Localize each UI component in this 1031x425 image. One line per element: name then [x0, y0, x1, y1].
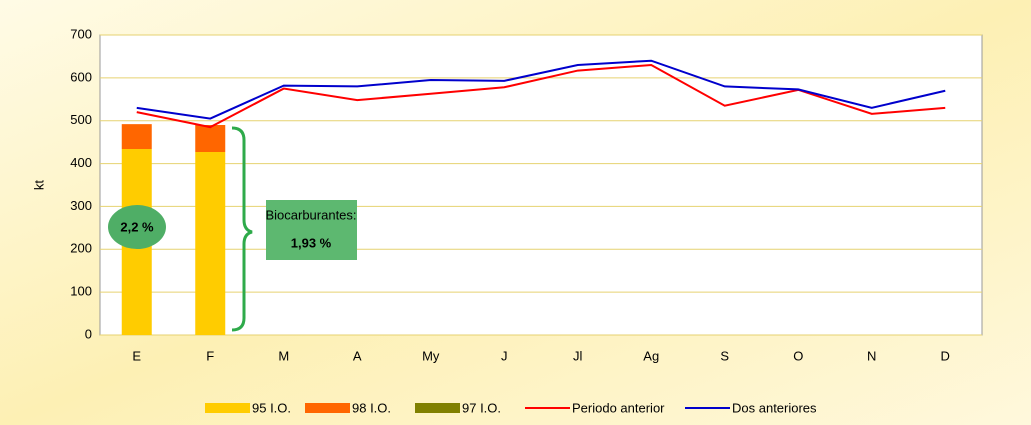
line	[136, 59, 946, 120]
y-tick-label: 600	[70, 69, 92, 84]
bar	[195, 125, 226, 152]
legend-label: 98 I.O.	[352, 400, 391, 415]
legend-swatch	[205, 403, 250, 413]
x-tick-label: N	[867, 348, 876, 363]
x-tick-label: D	[941, 348, 950, 363]
x-tick-label: Ag	[643, 348, 659, 363]
x-tick-label: O	[793, 348, 803, 363]
x-tick-label: M	[278, 348, 289, 363]
legend-label: Dos anteriores	[732, 400, 817, 415]
y-tick-label: 200	[70, 241, 92, 256]
line	[136, 63, 946, 129]
y-tick-label: 100	[70, 284, 92, 299]
legend-label: 97 I.O.	[462, 400, 501, 415]
plot-area	[99, 34, 983, 336]
legend-label: Periodo anterior	[572, 400, 665, 415]
y-tick-label: 300	[70, 198, 92, 213]
y-axis-label: kt	[31, 180, 46, 191]
y-tick-label: 700	[70, 26, 92, 41]
y-tick-label: 0	[85, 326, 92, 341]
annotation: 2,2 %	[120, 219, 154, 234]
y-tick-label: 400	[70, 155, 92, 170]
x-tick-label: J	[501, 348, 508, 363]
x-tick-label: A	[353, 348, 362, 363]
x-tick-label: My	[422, 348, 440, 363]
legend-swatch	[415, 403, 460, 413]
x-tick-label: E	[132, 348, 141, 363]
legend-swatch	[305, 403, 350, 413]
x-tick-label: Jl	[573, 348, 583, 363]
brace	[231, 126, 253, 332]
badge	[108, 205, 166, 249]
badge	[266, 200, 357, 260]
legend-label: 95 I.O.	[252, 400, 291, 415]
x-tick-label: S	[720, 348, 729, 363]
x-tick-label: F	[206, 348, 214, 363]
bar	[195, 152, 226, 335]
annotation: 1,93 %	[291, 235, 332, 250]
annotation: Biocarburantes:	[265, 207, 356, 222]
y-tick-label: 500	[70, 112, 92, 127]
bar	[121, 124, 152, 149]
